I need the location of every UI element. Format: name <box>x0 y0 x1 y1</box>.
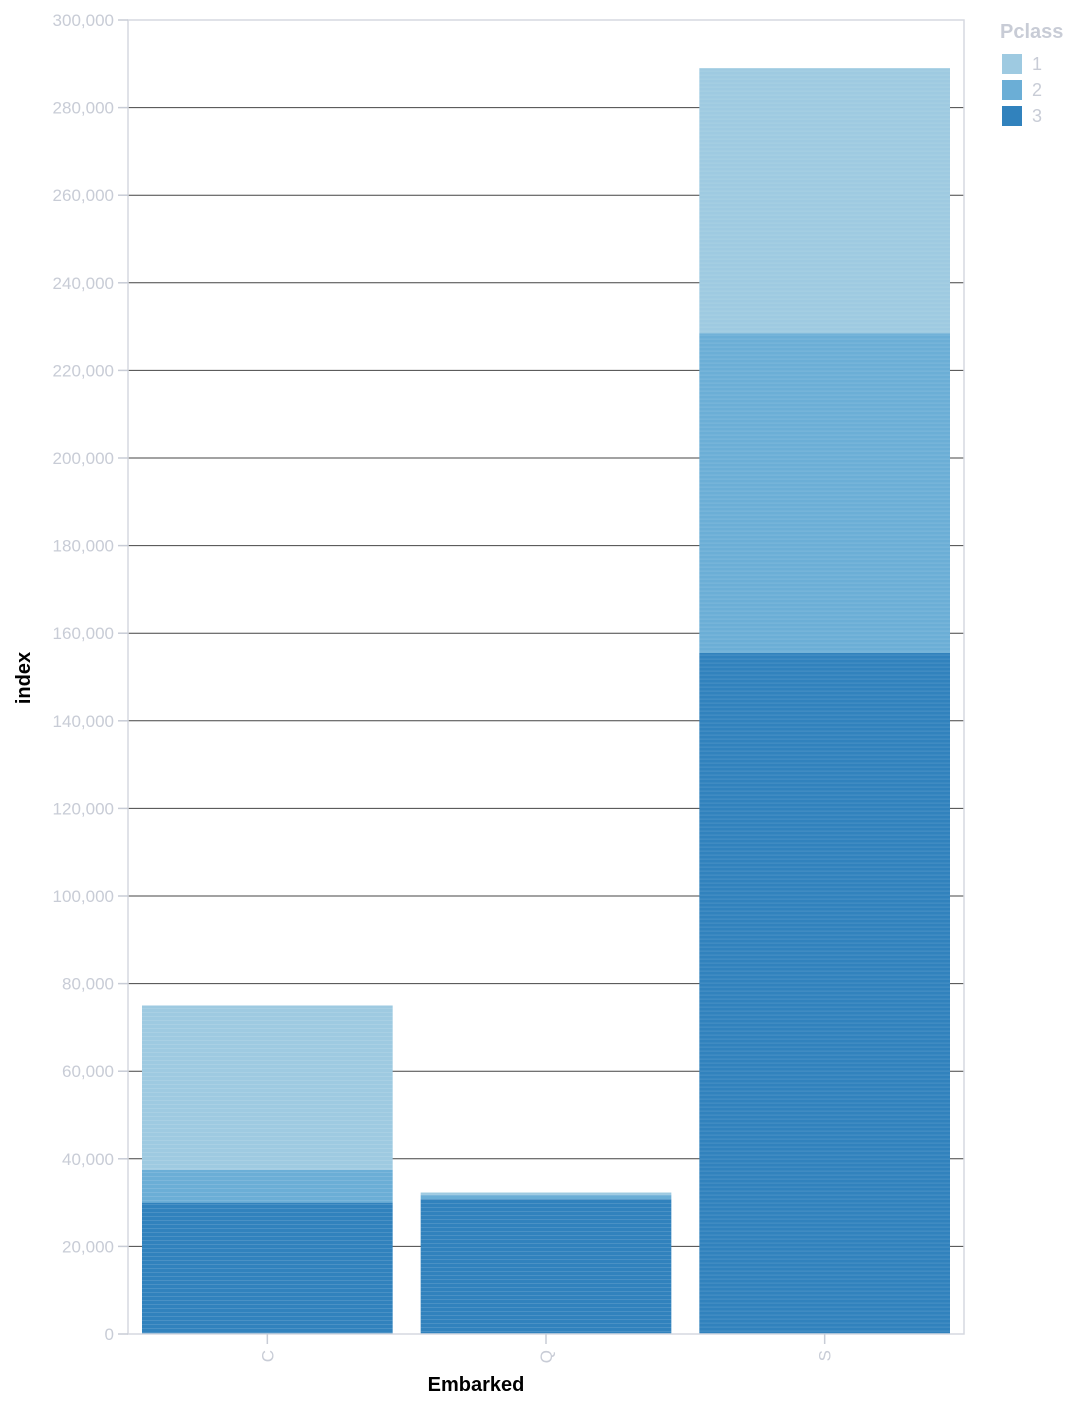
y-tick-label: 80,000 <box>62 975 114 994</box>
bar-segment <box>142 1169 393 1203</box>
bar-segment <box>699 333 950 653</box>
y-axis-title: index <box>13 652 35 704</box>
legend-swatch <box>1002 80 1022 100</box>
y-tick-label: 240,000 <box>53 274 114 293</box>
x-tick-label: Q <box>537 1350 556 1363</box>
legend-swatch <box>1002 106 1022 126</box>
legend-swatch <box>1002 54 1022 74</box>
bar-segment <box>142 1005 393 1170</box>
y-tick-label: 160,000 <box>53 624 114 643</box>
x-tick-label: S <box>816 1350 835 1361</box>
y-tick-label: 100,000 <box>53 887 114 906</box>
y-tick-label: 40,000 <box>62 1150 114 1169</box>
bar-segment <box>699 68 950 334</box>
y-tick-label: 0 <box>105 1325 114 1344</box>
x-tick-label: C <box>258 1350 277 1362</box>
y-tick-label: 20,000 <box>62 1237 114 1256</box>
bar-segment <box>420 1194 672 1200</box>
y-tick-label: 280,000 <box>53 99 114 118</box>
bars <box>142 68 950 1334</box>
legend-label: 3 <box>1032 106 1042 126</box>
bar-segment <box>420 1192 672 1195</box>
legend-items: 1 2 3 <box>1002 54 1042 126</box>
y-tick-label: 260,000 <box>53 186 114 205</box>
y-tick-label: 60,000 <box>62 1062 114 1081</box>
y-tick-label: 200,000 <box>53 449 114 468</box>
bar-segment <box>142 1202 393 1334</box>
axes: 0 20,000 40,000 60,000 80,000 100,000 120,000 1… <box>53 11 965 1363</box>
legend-label: 1 <box>1032 54 1042 74</box>
y-tick-label: 300,000 <box>53 11 114 30</box>
y-tick-label: 180,000 <box>53 537 114 556</box>
legend-label: 2 <box>1032 80 1042 100</box>
y-tick-label: 220,000 <box>53 361 114 380</box>
bar-segment <box>420 1199 672 1334</box>
y-tick-label: 120,000 <box>53 799 114 818</box>
legend: Pclass 1 2 3 <box>1000 21 1063 126</box>
legend-title: Pclass <box>1000 21 1063 43</box>
bar-segment <box>699 652 950 1334</box>
x-axis-title: Embarked <box>428 1374 525 1396</box>
y-tick-label: 140,000 <box>53 712 114 731</box>
